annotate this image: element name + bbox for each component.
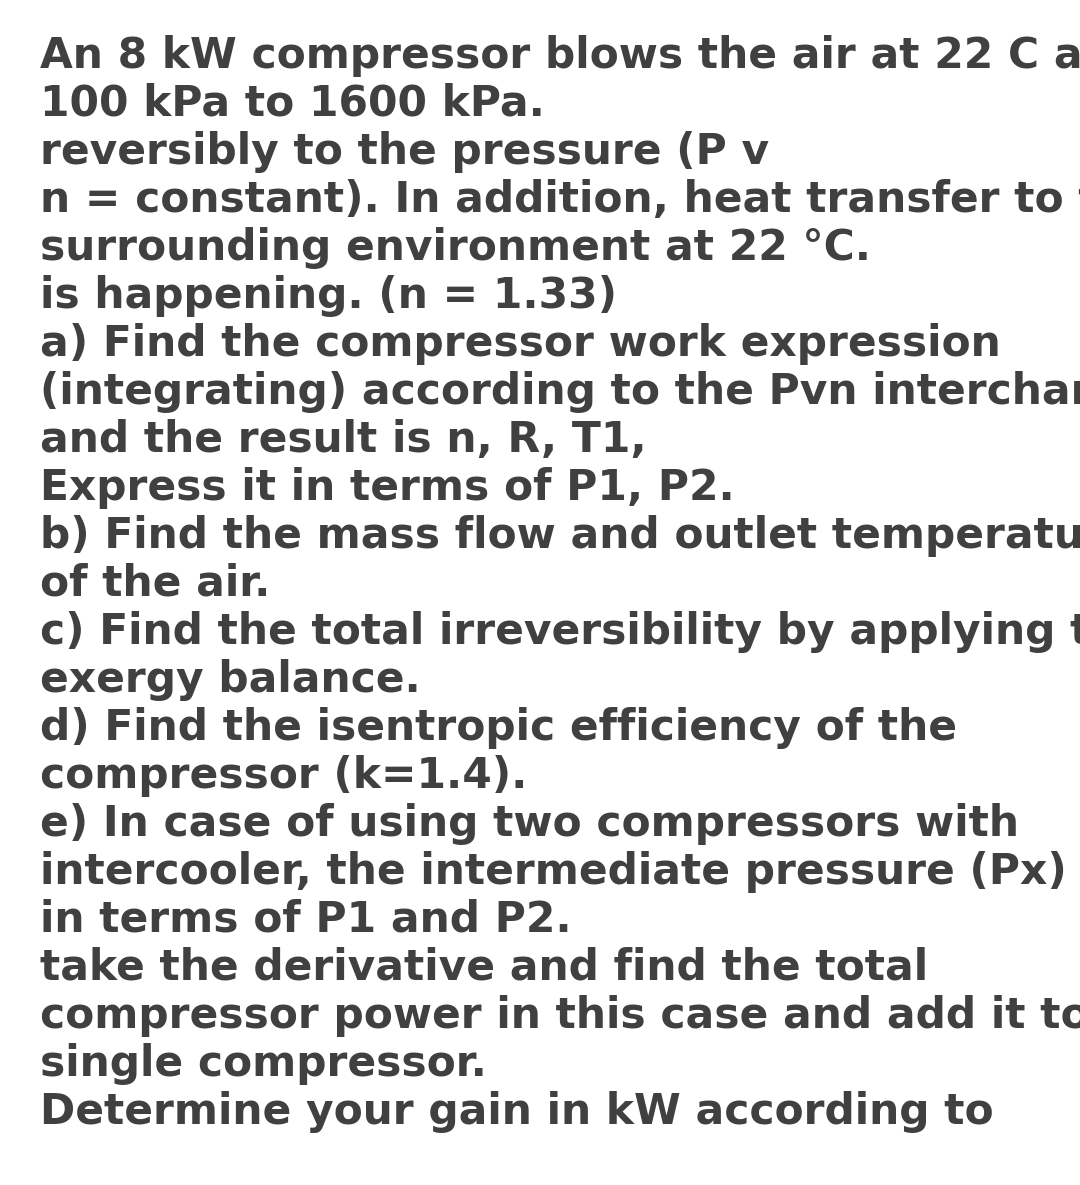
- Text: is happening. (n = 1.33): is happening. (n = 1.33): [40, 275, 617, 318]
- Text: intercooler, the intermediate pressure (Px) is: intercooler, the intermediate pressure (…: [40, 851, 1080, 893]
- Text: surrounding environment at 22 °C.: surrounding environment at 22 °C.: [40, 228, 870, 269]
- Text: reversibly to the pressure (P v: reversibly to the pressure (P v: [40, 132, 769, 173]
- Text: take the derivative and find the total: take the derivative and find the total: [40, 947, 928, 989]
- Text: compressor power in this case and add it to a: compressor power in this case and add it…: [40, 995, 1080, 1037]
- Text: e) In case of using two compressors with: e) In case of using two compressors with: [40, 803, 1020, 845]
- Text: b) Find the mass flow and outlet temperature: b) Find the mass flow and outlet tempera…: [40, 515, 1080, 557]
- Text: exergy balance.: exergy balance.: [40, 659, 421, 702]
- Text: compressor (k=1.4).: compressor (k=1.4).: [40, 755, 527, 798]
- Text: single compressor.: single compressor.: [40, 1043, 487, 1085]
- Text: c) Find the total irreversibility by applying the: c) Find the total irreversibility by app…: [40, 611, 1080, 653]
- Text: d) Find the isentropic efficiency of the: d) Find the isentropic efficiency of the: [40, 707, 957, 749]
- Text: a) Find the compressor work expression: a) Find the compressor work expression: [40, 324, 1001, 365]
- Text: (integrating) according to the Pvn interchange: (integrating) according to the Pvn inter…: [40, 371, 1080, 414]
- Text: Express it in terms of P1, P2.: Express it in terms of P1, P2.: [40, 467, 734, 510]
- Text: n = constant). In addition, heat transfer to the: n = constant). In addition, heat transfe…: [40, 179, 1080, 220]
- Text: 100 kPa to 1600 kPa.: 100 kPa to 1600 kPa.: [40, 83, 545, 124]
- Text: An 8 kW compressor blows the air at 22 C and: An 8 kW compressor blows the air at 22 C…: [40, 36, 1080, 77]
- Text: in terms of P1 and P2.: in terms of P1 and P2.: [40, 899, 571, 941]
- Text: Determine your gain in kW according to: Determine your gain in kW according to: [40, 1091, 994, 1133]
- Text: and the result is n, R, T1,: and the result is n, R, T1,: [40, 419, 647, 461]
- Text: of the air.: of the air.: [40, 563, 270, 606]
